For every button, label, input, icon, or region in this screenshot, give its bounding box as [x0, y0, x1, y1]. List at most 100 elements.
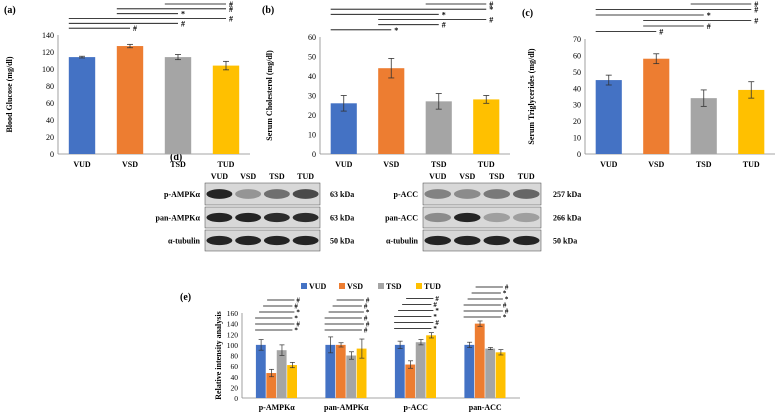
- significance-mark: #: [364, 327, 368, 335]
- blot-strip: [204, 206, 321, 229]
- significance-mark: #: [229, 5, 233, 14]
- blot-band: [483, 212, 511, 223]
- blot-band: [292, 189, 319, 199]
- y-tick-label: 120: [227, 330, 239, 339]
- legend-label: VUD: [309, 282, 327, 291]
- x-tick-label: VUD: [335, 160, 353, 169]
- blot-band: [512, 189, 540, 199]
- legend-label: VSD: [347, 282, 363, 291]
- significance-mark: *: [707, 11, 711, 20]
- blot-size-label: 266 kDa: [553, 214, 581, 223]
- blot-strip: [422, 206, 542, 229]
- y-tick-label: 40: [46, 116, 54, 125]
- y-tick-label: 20: [231, 383, 239, 392]
- blot-size-label: 50 kDa: [330, 237, 354, 246]
- blot-left: VUD VSD TSD TUD p-AMPKα 63 kDa pan-AMPKα 63 kDa…: [156, 172, 354, 252]
- blot-strip: [422, 229, 542, 252]
- significance-mark: #: [435, 295, 439, 303]
- y-tick-label: 20: [308, 111, 316, 120]
- significance-mark: #: [364, 315, 368, 323]
- x-tick-label: pan-ACC: [469, 403, 502, 412]
- significance-mark: #: [503, 301, 507, 309]
- significance-mark: #: [707, 22, 711, 31]
- blot-band: [263, 212, 290, 223]
- y-tick-label: 100: [42, 65, 54, 74]
- significance-mark: *: [394, 26, 398, 35]
- x-tick-label: pan-AMPKα: [324, 403, 369, 412]
- blot-band: [453, 212, 481, 223]
- chart-c: 0 10 20 30 40 50 60 70 Serum Triglycerides (mg/d…: [527, 0, 775, 169]
- y-tick-label: 30: [308, 92, 316, 101]
- lane-label: TSD: [489, 172, 505, 181]
- blot-strip: [204, 229, 321, 252]
- y-tick-label: 20: [573, 117, 581, 126]
- significance-mark: *: [433, 325, 437, 333]
- blot-strip: [204, 182, 321, 206]
- blot-band: [235, 212, 262, 223]
- y-tick-label: 30: [573, 101, 581, 110]
- bar: [405, 364, 416, 398]
- blot-band: [235, 189, 262, 199]
- significance-mark: #: [229, 0, 233, 9]
- lane-label: VSD: [240, 172, 256, 181]
- significance-mark: *: [294, 327, 298, 335]
- bar: [378, 68, 405, 154]
- bar: [425, 101, 452, 154]
- blot-band: [424, 212, 452, 223]
- bar: [212, 65, 240, 154]
- significance-mark: #: [754, 6, 758, 15]
- x-tick-label: VUD: [600, 160, 618, 169]
- legend-swatch: [301, 283, 307, 289]
- blot-band: [263, 235, 290, 246]
- legend-swatch: [416, 283, 422, 289]
- panel-label: (d): [170, 152, 182, 163]
- chart-a: 0 20 40 60 80 100 120 140 Blood Glucose (mg/dl) V…: [5, 0, 250, 169]
- blot-band: [206, 189, 233, 199]
- y-tick-label: 100: [227, 341, 239, 350]
- x-tick-label: VSD: [122, 160, 138, 169]
- bar: [474, 323, 485, 398]
- x-tick-label: TSD: [170, 160, 186, 169]
- y-tick-label: 20: [46, 133, 54, 142]
- lane-label: TUD: [297, 172, 314, 181]
- significance-mark: #: [366, 321, 370, 329]
- panel-label: (a): [4, 5, 16, 16]
- x-tick-label: TUD: [478, 160, 495, 169]
- y-tick-label: 140: [227, 320, 239, 329]
- significance-mark: *: [503, 289, 507, 297]
- blot-row-label: pan-AMPKα: [156, 214, 201, 223]
- blot-band: [512, 212, 540, 223]
- bar: [495, 352, 506, 398]
- blot-band: [424, 189, 452, 199]
- significance-mark: *: [296, 309, 300, 317]
- y-tick-label: 60: [573, 51, 581, 60]
- bar: [356, 348, 367, 398]
- significance-mark: #: [659, 28, 663, 37]
- blot-row-label: α-tubulin: [386, 237, 419, 246]
- blot-size-label: 63 kDa: [330, 190, 354, 199]
- bar: [276, 350, 287, 398]
- x-tick-label: TUD: [743, 160, 760, 169]
- blot-row-label: pan-ACC: [385, 214, 418, 223]
- y-tick-label: 60: [231, 362, 239, 371]
- significance-mark: #: [505, 307, 509, 315]
- significance-mark: #: [366, 297, 370, 305]
- y-tick-label: 0: [50, 150, 54, 159]
- significance-mark: #: [133, 24, 137, 33]
- blot-band: [512, 235, 540, 246]
- significance-mark: *: [489, 5, 493, 14]
- blot-band: [453, 189, 481, 199]
- significance-mark: #: [181, 19, 185, 28]
- bar: [485, 348, 496, 398]
- y-tick-label: 0: [577, 150, 581, 159]
- bar: [426, 335, 436, 398]
- y-tick-label: 70: [573, 35, 581, 44]
- blot-band: [424, 235, 452, 246]
- panel-label: (e): [180, 292, 191, 303]
- blot-band: [206, 212, 233, 223]
- legend-swatch: [378, 283, 384, 289]
- significance-mark: *: [433, 313, 437, 321]
- significance-mark: *: [505, 295, 509, 303]
